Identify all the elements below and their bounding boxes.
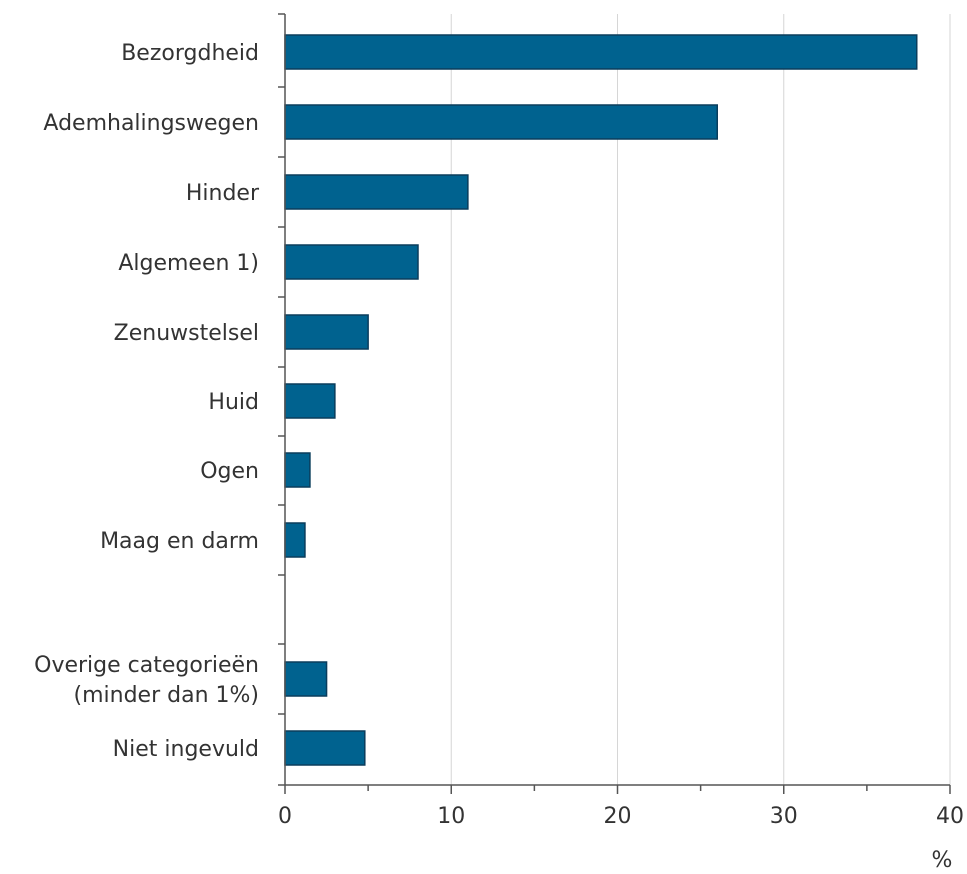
x-tick-labels: 0 10 20 30 40	[278, 804, 964, 829]
bar-5	[284, 383, 336, 419]
category-label: Ademhalingswegen	[43, 111, 259, 136]
bar-4	[284, 314, 369, 350]
category-label: Ogen	[200, 459, 259, 484]
category-label: Niet ingevuld	[113, 737, 259, 762]
x-tick-label: 40	[936, 804, 964, 829]
bars	[284, 34, 918, 766]
category-label: Overige categorieën	[34, 653, 259, 678]
bar-9	[284, 730, 366, 766]
x-tick-label: 0	[278, 804, 292, 829]
category-labels: Bezorgdheid Ademhalingswegen Hinder Algemee…	[34, 41, 260, 762]
bar-0	[284, 34, 918, 70]
gridlines	[450, 14, 951, 785]
category-label: Maag en darm	[100, 529, 259, 554]
x-axis-unit-label: %	[932, 848, 953, 873]
category-label: Huid	[208, 390, 259, 415]
x-tick-label: 10	[437, 804, 465, 829]
bar-1	[284, 104, 718, 140]
category-label: Algemeen 1)	[118, 251, 259, 276]
x-tick-label: 20	[604, 804, 632, 829]
category-label: Hinder	[186, 181, 260, 206]
bar-7	[284, 522, 306, 558]
x-tick-label: 30	[770, 804, 798, 829]
bar-3	[284, 244, 419, 280]
axes	[278, 13, 951, 794]
category-label: Zenuwstelsel	[114, 321, 259, 346]
category-label: (minder dan 1%)	[74, 683, 259, 708]
bar-6	[284, 452, 311, 488]
bar-8	[284, 661, 328, 697]
bar-2	[284, 174, 469, 210]
category-label: Bezorgdheid	[121, 41, 259, 66]
